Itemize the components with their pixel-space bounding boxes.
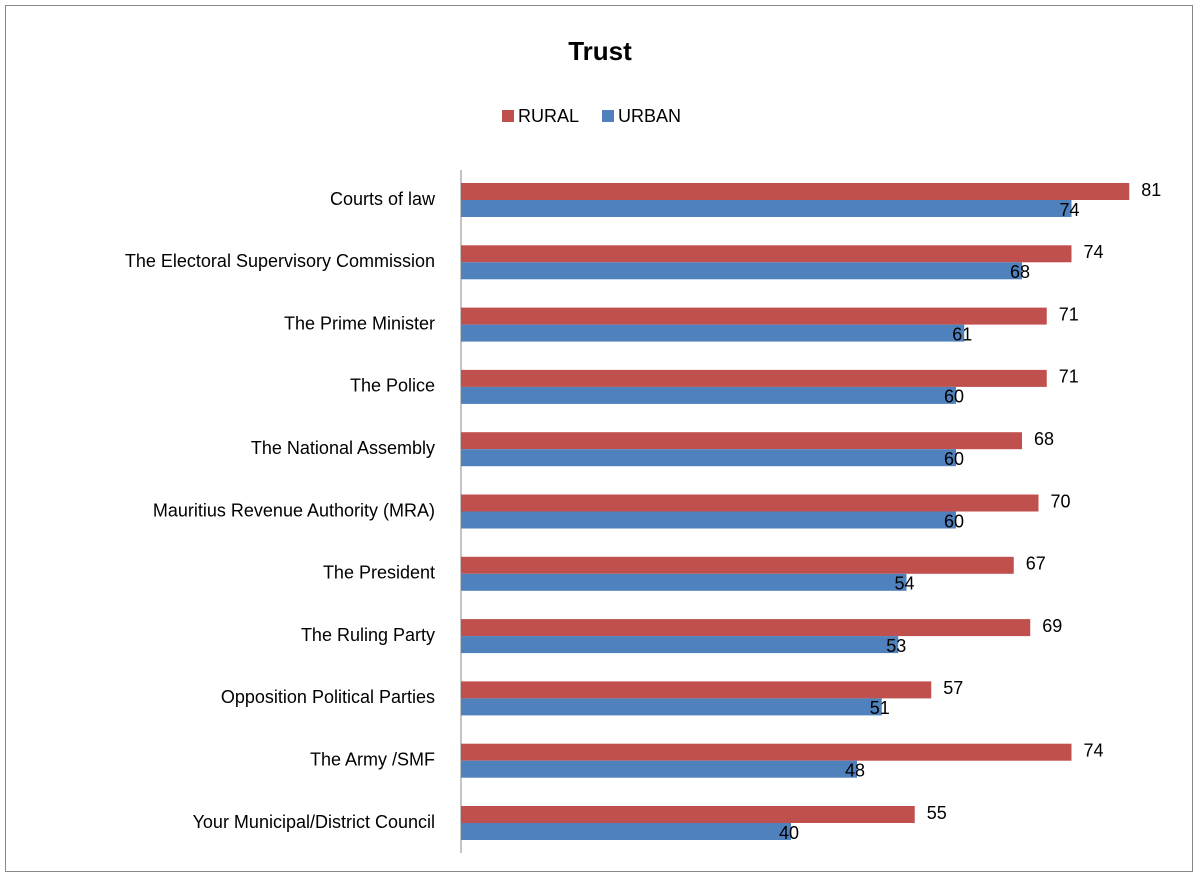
legend-swatch (602, 110, 614, 122)
value-label: 68 (1010, 262, 1030, 282)
legend-label: URBAN (618, 106, 681, 126)
y-tick-label: The Police (350, 376, 435, 396)
bar (461, 698, 882, 716)
value-label: 71 (1059, 304, 1079, 324)
y-tick-label: The Electoral Supervisory Commission (125, 251, 435, 271)
bar (461, 200, 1072, 217)
bar (461, 386, 956, 404)
y-tick-label: The National Assembly (251, 438, 435, 458)
value-label: 60 (944, 511, 964, 531)
value-label: 51 (870, 698, 890, 718)
legend-swatch (502, 110, 514, 122)
bar (461, 324, 965, 342)
value-label: 61 (952, 324, 972, 344)
bar (461, 636, 899, 654)
value-label: 71 (1059, 367, 1079, 387)
chart-title: Trust (568, 36, 632, 66)
value-label: 53 (886, 636, 906, 656)
bar (461, 743, 1072, 761)
bar (461, 494, 1039, 512)
y-tick-label: The Prime Minister (284, 313, 435, 333)
bar (461, 183, 1130, 200)
bar (461, 573, 907, 591)
value-label: 81 (1141, 180, 1161, 200)
value-label: 74 (1084, 740, 1104, 760)
value-label: 60 (944, 387, 964, 407)
bar (461, 369, 1047, 387)
value-label: 60 (944, 449, 964, 469)
value-label: 70 (1051, 491, 1071, 511)
value-label: 48 (845, 760, 865, 780)
value-label: 74 (1084, 242, 1104, 262)
bar (461, 619, 1031, 637)
value-label: 57 (943, 678, 963, 698)
y-tick-label: Courts of law (330, 189, 436, 209)
y-tick-label: The President (323, 563, 435, 583)
bar (461, 556, 1014, 574)
y-tick-label: Mauritius Revenue Authority (MRA) (153, 500, 435, 520)
legend-label: RURAL (518, 106, 579, 126)
y-tick-label: The Army /SMF (310, 749, 435, 769)
value-label: 67 (1026, 554, 1046, 574)
value-label: 40 (779, 823, 799, 843)
bar (461, 245, 1072, 263)
bar (461, 823, 791, 840)
bar (461, 432, 1022, 450)
bar (461, 262, 1022, 280)
bar (461, 806, 915, 823)
value-label: 74 (1060, 200, 1080, 220)
value-label: 68 (1034, 429, 1054, 449)
y-tick-label: The Ruling Party (301, 625, 435, 645)
bar (461, 449, 956, 467)
bar (461, 760, 857, 778)
value-label: 69 (1042, 616, 1062, 636)
y-tick-label: Opposition Political Parties (221, 687, 435, 707)
bar (461, 681, 932, 699)
value-label: 54 (895, 574, 915, 594)
bar (461, 307, 1047, 325)
y-tick-label: Your Municipal/District Council (193, 812, 435, 832)
value-label: 55 (927, 803, 947, 823)
bar (461, 511, 956, 529)
